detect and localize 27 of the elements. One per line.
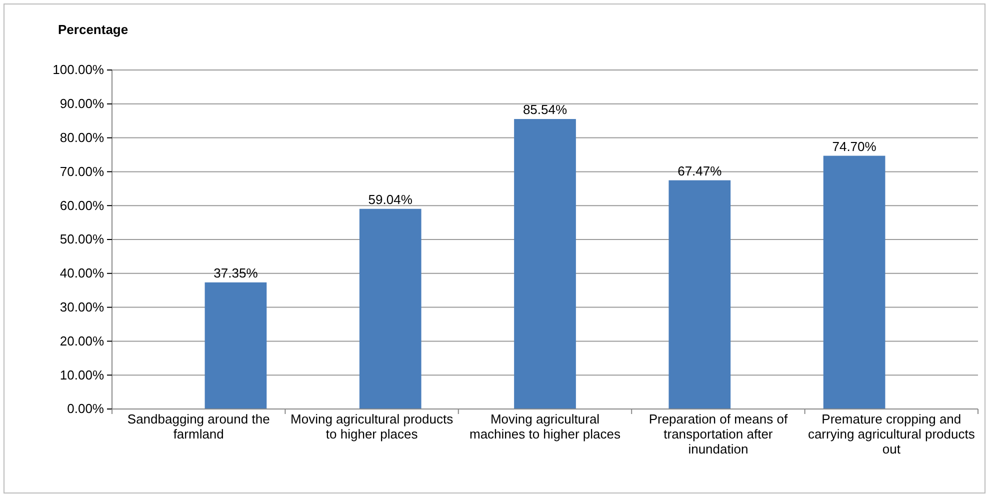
y-tick-label: 50.00% <box>60 232 104 247</box>
y-axis-title: Percentage <box>58 22 128 37</box>
data-label: 59.04% <box>368 192 413 207</box>
bar <box>514 119 576 409</box>
x-tick-label: Sandbagging around the farmland <box>127 412 270 442</box>
y-tick-label: 30.00% <box>60 299 104 314</box>
data-label: 85.54% <box>522 102 568 118</box>
data-label: 67.47% <box>678 163 722 178</box>
x-tick-label: Moving agricultural machines to higher places <box>469 412 622 442</box>
y-tick-label: 10.00% <box>60 367 104 382</box>
y-tick-label: 80.00% <box>60 130 104 145</box>
x-tick-label: Moving agricultural products to higher places <box>290 412 454 442</box>
x-tick-label: Preparation of means of transportation after inundation <box>648 412 788 457</box>
y-tick-label: 60.00% <box>60 198 104 213</box>
y-tick-label: 0.00% <box>67 401 104 416</box>
y-tick-label: 100.00% <box>52 62 104 78</box>
bar <box>359 208 422 409</box>
y-tick-label: 40.00% <box>60 266 104 281</box>
bar <box>823 156 886 409</box>
y-tick-label: 70.00% <box>60 164 104 179</box>
y-tick-label: 20.00% <box>60 333 104 348</box>
x-tick-label: Premature cropping and carrying agricultural products out <box>808 412 976 457</box>
data-label: 37.35% <box>214 265 258 280</box>
bar <box>668 180 731 409</box>
data-label: 74.70% <box>832 138 877 154</box>
bar <box>204 282 267 409</box>
y-tick-label: 90.00% <box>60 96 104 112</box>
